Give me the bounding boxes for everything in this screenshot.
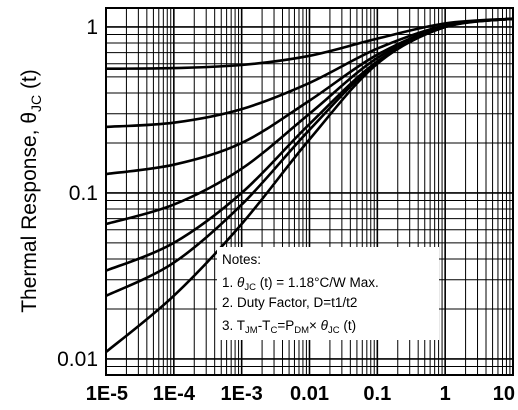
series-line-7 (105, 17, 514, 354)
notes-background (217, 247, 439, 340)
notes-box: Notes: 1. θJC (t) = 1.18°C/W Max. 2. Dut… (217, 247, 439, 340)
note-2: 2. Duty Factor, D=t1/t2 (222, 295, 357, 310)
y-tick-label: 0.1 (69, 182, 98, 205)
curves (105, 17, 514, 354)
y-tick-labels: 0.01 0.1 1 (57, 16, 98, 371)
x-tick-label: 0.1 (363, 383, 391, 405)
x-tick-label: 1E-4 (153, 383, 196, 405)
x-tick-label: 10 (493, 383, 515, 405)
y-axis-title: Thermal Response, θJC (t) (18, 69, 44, 313)
notes-title: Notes: (222, 252, 261, 267)
y-tick-label: 0.01 (57, 348, 98, 371)
x-tick-label: 1E-3 (221, 383, 263, 405)
note-3: 3. TJM-TC=PDM× θJC (t) (222, 318, 356, 336)
plot-frame (105, 7, 514, 376)
x-tick-label: 1E-5 (86, 383, 128, 405)
note-1: 1. θJC (t) = 1.18°C/W Max. (222, 275, 379, 293)
y-tick-label: 1 (86, 16, 98, 39)
x-tick-label: 0.01 (290, 383, 329, 405)
x-tick-label: 1 (440, 383, 451, 405)
x-tick-labels: 1E-5 1E-4 1E-3 0.01 0.1 1 10 (86, 383, 515, 405)
series-line-1 (105, 17, 514, 70)
